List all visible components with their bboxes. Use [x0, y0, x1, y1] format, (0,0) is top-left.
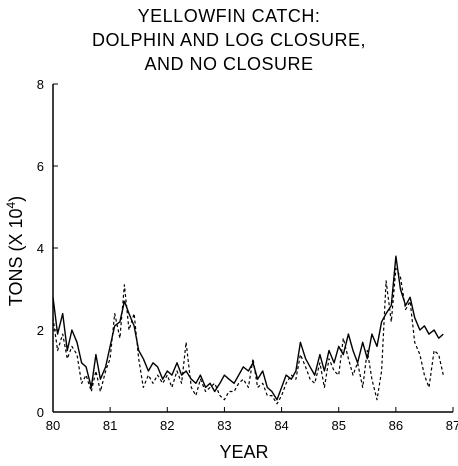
x-tick-label: 80 — [46, 418, 60, 433]
y-tick-label: 6 — [37, 159, 44, 174]
x-axis-title: YEAR — [219, 442, 268, 462]
x-tick-label: 87 — [446, 418, 458, 433]
x-tick-label: 86 — [389, 418, 403, 433]
chart-title-line-3: AND NO CLOSURE — [144, 54, 314, 74]
y-axis-title-main: TONS (X 10 — [6, 208, 26, 306]
y-tick-label: 8 — [37, 77, 44, 92]
y-tick-label: 0 — [37, 405, 44, 420]
x-tick-label: 82 — [160, 418, 174, 433]
y-tick-label: 2 — [37, 323, 44, 338]
series-line-dashed — [52, 267, 444, 405]
axes: 80 81 82 83 84 85 86 87 0 2 4 6 8 — [37, 77, 458, 433]
chart-title-line-1: YELLOWFIN CATCH: — [137, 6, 321, 26]
y-tick-label: 4 — [37, 241, 44, 256]
x-tick-label: 84 — [274, 418, 288, 433]
series-line-solid — [52, 255, 444, 401]
chart-title-line-2: DOLPHIN AND LOG CLOSURE, — [91, 30, 367, 50]
series-layer — [52, 255, 444, 405]
y-axis-title-close: ) — [6, 196, 26, 202]
y-axis-title: TONS (X 104) — [4, 196, 26, 306]
x-tick-label: 81 — [103, 418, 117, 433]
y-axis-title-exponent: 4 — [4, 201, 18, 208]
x-tick-label: 83 — [217, 418, 231, 433]
x-tick-label: 85 — [331, 418, 345, 433]
chart-title: YELLOWFIN CATCH: DOLPHIN AND LOG CLOSURE… — [0, 4, 458, 76]
